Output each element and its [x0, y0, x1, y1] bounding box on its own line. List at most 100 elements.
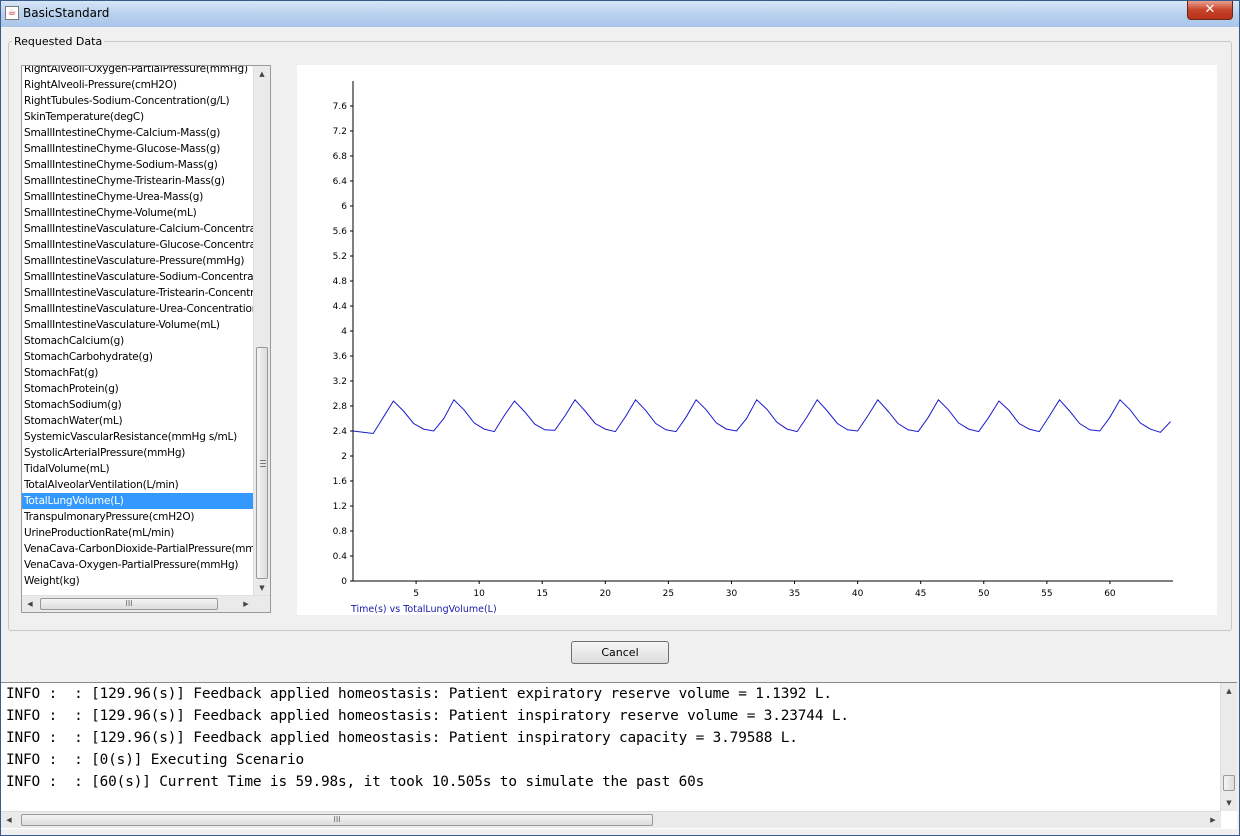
x-tick-label: 50 [978, 589, 990, 599]
java-app-icon: ☕ [5, 6, 19, 20]
window-title: BasicStandard [23, 6, 110, 20]
list-item[interactable]: SmallIntestineVasculature-Calcium-Concen… [24, 223, 256, 235]
list-item[interactable]: VenaCava-Oxygen-PartialPressure(mmHg) [24, 559, 239, 571]
list-vertical-scroll-thumb[interactable] [256, 347, 268, 579]
y-tick-label: 1.6 [333, 477, 348, 487]
y-tick-label: 1.2 [333, 502, 347, 512]
list-item[interactable]: SmallIntestineChyme-Calcium-Mass(g) [24, 127, 221, 139]
y-tick-label: 5.2 [333, 252, 347, 262]
list-item[interactable]: SmallIntestineChyme-Volume(mL) [24, 207, 197, 219]
list-item[interactable]: SmallIntestineVasculature-Volume(mL) [24, 319, 220, 331]
y-tick-label: 2 [341, 452, 347, 462]
scroll-up-arrow-icon[interactable]: ▲ [259, 70, 265, 78]
list-item[interactable]: StomachProtein(g) [24, 383, 119, 395]
list-item[interactable]: SmallIntestineChyme-Sodium-Mass(g) [24, 159, 218, 171]
y-tick-label: 0 [341, 577, 347, 587]
x-tick-label: 30 [726, 589, 738, 599]
list-item[interactable]: SystemicVascularResistance(mmHg s/mL) [24, 431, 238, 443]
console-line: INFO : : [60(s)] Current Time is 59.98s,… [6, 774, 705, 790]
x-tick-label: 25 [663, 589, 674, 599]
console-line: INFO : : [129.96(s)] Feedback applied ho… [6, 708, 849, 724]
list-item[interactable]: SystolicArterialPressure(mmHg) [24, 447, 186, 459]
list-item[interactable]: SmallIntestineVasculature-Urea-Concentra… [24, 303, 256, 315]
list-horizontal-scroll-thumb[interactable]: III [40, 598, 218, 610]
requested-data-group [8, 41, 1232, 631]
x-tick-label: 45 [915, 589, 926, 599]
y-tick-label: 3.6 [333, 352, 348, 362]
y-tick-label: 3.2 [333, 377, 347, 387]
list-items-container: RightAlveoli-Oxygen-PartialPressure(mmHg… [22, 65, 256, 589]
y-tick-label: 4.8 [333, 277, 348, 287]
list-item[interactable]: TidalVolume(mL) [24, 463, 110, 475]
cancel-button[interactable]: Cancel [571, 641, 669, 664]
list-horizontal-scrollbar[interactable]: ◀ III ▶ [22, 595, 270, 612]
list-item[interactable]: Weight(kg) [24, 575, 80, 587]
chart-panel: 0 0.4 0.8 1.2 1.6 2 2.4 2.8 3.2 3.6 4 4.4 4.8 5.2 5.6 6… [297, 65, 1217, 615]
list-item[interactable]: SmallIntestineChyme-Urea-Mass(g) [24, 191, 204, 203]
x-tick-label: 35 [789, 589, 800, 599]
list-item[interactable]: RightAlveoli-Pressure(cmH2O) [24, 79, 177, 91]
list-item[interactable]: SmallIntestineVasculature-Tristearin-Con… [24, 287, 256, 299]
console-scroll-right-arrow-icon[interactable]: ▶ [1210, 816, 1216, 824]
console-horizontal-scrollbar[interactable]: ◀ III ▶ [1, 811, 1221, 828]
list-item[interactable]: VenaCava-CarbonDioxide-PartialPressure(m… [24, 543, 256, 555]
scroll-down-arrow-icon[interactable]: ▼ [259, 584, 265, 592]
list-item[interactable]: UrineProductionRate(mL/min) [24, 527, 175, 539]
x-tick-label: 5 [413, 589, 419, 599]
scroll-left-arrow-icon[interactable]: ◀ [27, 600, 33, 608]
y-tick-label: 2.8 [333, 402, 348, 412]
list-item[interactable]: SmallIntestineChyme-Tristearin-Mass(g) [24, 175, 225, 187]
y-tick-label: 5.6 [333, 227, 348, 237]
close-button[interactable]: ✕ [1187, 1, 1233, 20]
list-vertical-scrollbar[interactable]: ▲ ▼ [253, 66, 270, 596]
y-tick-label: 6.8 [333, 152, 348, 162]
console-vertical-scroll-thumb[interactable] [1223, 775, 1235, 791]
list-item[interactable]: TranspulmonaryPressure(cmH2O) [24, 511, 195, 523]
y-tick-label: 4 [341, 327, 347, 337]
list-item[interactable]: SmallIntestineVasculature-Sodium-Concent… [24, 271, 256, 283]
console-lines: INFO : : [129.96(s)] Feedback applied ho… [6, 683, 849, 793]
line-chart: 0 0.4 0.8 1.2 1.6 2 2.4 2.8 3.2 3.6 4 4.4 4.8 5.2 5.6 6… [333, 81, 1173, 615]
list-item[interactable]: RightTubules-Sodium-Concentration(g/L) [24, 95, 230, 107]
requested-data-list[interactable]: RightAlveoli-Oxygen-PartialPressure(mmHg… [21, 65, 271, 613]
console-line: INFO : : [129.96(s)] Feedback applied ho… [6, 730, 798, 746]
title-bar[interactable]: ☕ BasicStandard ✕ [1, 1, 1239, 27]
y-tick-label: 7.2 [333, 127, 347, 137]
list-item[interactable]: StomachWater(mL) [24, 415, 123, 427]
list-item[interactable]: StomachCalcium(g) [24, 335, 125, 347]
x-tick-label: 55 [1041, 589, 1052, 599]
series-line-total-lung-volume [352, 398, 1171, 435]
list-item[interactable]: SmallIntestineChyme-Glucose-Mass(g) [24, 143, 221, 155]
list-item[interactable]: SmallIntestineVasculature-Glucose-Concen… [24, 239, 256, 251]
y-tick-label: 7.6 [333, 102, 348, 112]
y-tick-label: 2.4 [333, 427, 348, 437]
chart-caption: Time(s) vs TotalLungVolume(L) [350, 604, 497, 615]
console-line: INFO : : [0(s)] Executing Scenario [6, 752, 304, 768]
y-tick-label: 0.8 [333, 527, 348, 537]
x-tick-label: 15 [537, 589, 548, 599]
list-item[interactable]: RightAlveoli-Oxygen-PartialPressure(mmHg… [24, 65, 248, 75]
y-tick-label: 6 [341, 202, 347, 212]
x-tick-label: 10 [473, 589, 485, 599]
scroll-right-arrow-icon[interactable]: ▶ [243, 600, 249, 608]
list-item[interactable]: StomachSodium(g) [24, 399, 122, 411]
list-item[interactable]: TotalAlveolarVentilation(L/min) [24, 479, 179, 491]
log-console[interactable]: INFO : : [129.96(s)] Feedback applied ho… [1, 682, 1237, 829]
list-item[interactable]: TotalLungVolume(L) [22, 493, 256, 509]
group-label: Requested Data [12, 35, 105, 48]
list-item[interactable]: StomachCarbohydrate(g) [24, 351, 153, 363]
x-tick-label: 60 [1104, 589, 1116, 599]
x-tick-label: 40 [852, 589, 864, 599]
console-vertical-scrollbar[interactable]: ▲ ▼ [1220, 683, 1237, 811]
x-tick-label: 20 [600, 589, 612, 599]
y-tick-label: 4.4 [333, 302, 348, 312]
list-item[interactable]: SmallIntestineVasculature-Pressure(mmHg) [24, 255, 245, 267]
list-item[interactable]: SkinTemperature(degC) [24, 111, 144, 123]
console-line: INFO : : [129.96(s)] Feedback applied ho… [6, 686, 832, 702]
console-scroll-up-arrow-icon[interactable]: ▲ [1226, 687, 1232, 695]
console-scroll-down-arrow-icon[interactable]: ▼ [1226, 799, 1232, 807]
list-item[interactable]: StomachFat(g) [24, 367, 99, 379]
console-scroll-left-arrow-icon[interactable]: ◀ [6, 816, 12, 824]
console-horizontal-scroll-thumb[interactable]: III [21, 814, 653, 826]
